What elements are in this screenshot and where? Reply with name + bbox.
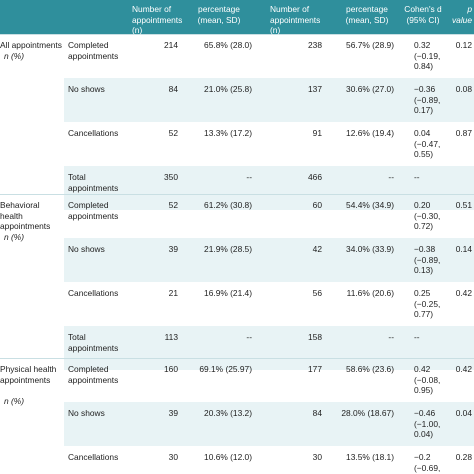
cell-appointment-type: Total appointments bbox=[68, 172, 119, 193]
group-label: Physical health appointments bbox=[0, 364, 57, 385]
header-col-p: p value bbox=[451, 4, 472, 25]
group-label-unit: n (%) bbox=[4, 231, 25, 242]
cell-cohens-d: 0.32 (−0.19, 0.84) bbox=[414, 40, 441, 71]
cell-n-group2: 466 bbox=[308, 172, 322, 182]
cell-pct-group1: 61.2% (30.8) bbox=[204, 200, 252, 210]
group-label: All appointments bbox=[0, 40, 62, 50]
cell-pct-group2: 13.5% (18.1) bbox=[346, 452, 394, 462]
cell-cohens-d: 0.20 (−0.30, 0.72) bbox=[414, 200, 441, 231]
cell-n-group1: 52 bbox=[168, 128, 178, 138]
cell-n-group1: 52 bbox=[168, 200, 178, 210]
cell-cohens-d: -- bbox=[414, 172, 420, 182]
header-col-n2: Number of appointments (n) bbox=[270, 4, 321, 35]
cell-pct-group1: 69.1% (25.97) bbox=[199, 364, 252, 374]
cell-pct-group1: -- bbox=[246, 172, 252, 182]
cell-pct-group1: -- bbox=[246, 332, 252, 342]
table-header bbox=[0, 0, 474, 34]
cell-cohens-d: −0.36 (−0.89, 0.17) bbox=[414, 84, 441, 115]
cell-p-value: 0.42 bbox=[455, 364, 472, 374]
cell-appointment-type: Cancellations bbox=[68, 128, 119, 138]
cell-pct-group2: 11.6% (20.6) bbox=[346, 288, 394, 298]
cell-cohens-d: −0.46 (−1.00, 0.04) bbox=[414, 408, 441, 439]
group-divider bbox=[0, 194, 474, 195]
cell-cohens-d: −0.2 (−0.69, bbox=[414, 452, 441, 473]
header-col-d: Cohen's d (95% CI) bbox=[404, 4, 442, 25]
cell-appointment-type: No shows bbox=[68, 84, 105, 94]
cell-cohens-d: 0.25 (−0.25, 0.77) bbox=[414, 288, 441, 319]
cell-p-value: 0.14 bbox=[455, 244, 472, 254]
row-stripe bbox=[64, 402, 474, 446]
cell-p-value: 0.04 bbox=[455, 408, 472, 418]
cell-n-group1: 350 bbox=[164, 172, 178, 182]
cell-pct-group1: 13.3% (17.2) bbox=[204, 128, 252, 138]
cell-pct-group2: 58.6% (23.6) bbox=[346, 364, 394, 374]
header-col-pct1: percentage (mean, SD) bbox=[197, 4, 241, 25]
cell-n-group2: 56 bbox=[312, 288, 322, 298]
header-col-n1: Number of appointments (n) bbox=[132, 4, 183, 35]
cell-cohens-d: 0.42 (−0.08, 0.95) bbox=[414, 364, 441, 395]
cell-n-group2: 137 bbox=[308, 84, 322, 94]
cell-cohens-d: -- bbox=[414, 332, 420, 342]
cell-n-group2: 42 bbox=[312, 244, 322, 254]
cell-n-group1: 39 bbox=[168, 244, 178, 254]
cell-appointment-type: Completed appointments bbox=[68, 200, 119, 221]
cell-n-group2: 238 bbox=[308, 40, 322, 50]
cell-pct-group2: 34.0% (33.9) bbox=[346, 244, 394, 254]
cell-p-value: 0.51 bbox=[455, 200, 472, 210]
header-col-pct2: percentage (mean, SD) bbox=[345, 4, 389, 25]
cell-appointment-type: Completed appointments bbox=[68, 364, 119, 385]
cell-pct-group1: 16.9% (21.4) bbox=[204, 288, 252, 298]
cell-n-group1: 84 bbox=[168, 84, 178, 94]
row-stripe bbox=[64, 326, 474, 370]
row-stripe bbox=[64, 166, 474, 210]
cell-p-value: 0.87 bbox=[455, 128, 472, 138]
cell-n-group1: 39 bbox=[168, 408, 178, 418]
group-label-unit: n (%) bbox=[4, 395, 25, 406]
cell-appointment-type: No shows bbox=[68, 244, 105, 254]
cell-n-group2: 84 bbox=[312, 408, 322, 418]
cell-n-group1: 21 bbox=[168, 288, 178, 298]
cell-n-group2: 30 bbox=[312, 452, 322, 462]
row-stripe bbox=[64, 78, 474, 122]
cell-pct-group1: 10.6% (12.0) bbox=[204, 452, 252, 462]
cell-pct-group1: 20.3% (13.2) bbox=[204, 408, 252, 418]
cell-p-value: 0.28 bbox=[455, 452, 472, 462]
cell-appointment-type: Completed appointments bbox=[68, 40, 119, 61]
cell-cohens-d: 0.04 (−0.47, 0.55) bbox=[414, 128, 441, 159]
cell-n-group2: 91 bbox=[312, 128, 322, 138]
cell-appointment-type: Cancellations bbox=[68, 452, 119, 462]
cell-pct-group2: 12.6% (19.4) bbox=[346, 128, 394, 138]
cell-pct-group2: 54.4% (34.9) bbox=[346, 200, 394, 210]
cell-pct-group1: 21.9% (28.5) bbox=[204, 244, 252, 254]
cell-n-group2: 177 bbox=[308, 364, 322, 374]
cell-appointment-type: No shows bbox=[68, 408, 105, 418]
group-divider bbox=[0, 358, 474, 359]
cell-n-group1: 160 bbox=[164, 364, 178, 374]
cell-n-group1: 214 bbox=[164, 40, 178, 50]
cell-n-group1: 113 bbox=[164, 332, 178, 342]
cell-pct-group1: 21.0% (25.8) bbox=[204, 84, 252, 94]
cell-n-group1: 30 bbox=[168, 452, 178, 462]
cell-p-value: 0.08 bbox=[455, 84, 472, 94]
group-label: Behavioral health appointments bbox=[0, 200, 51, 231]
group-divider bbox=[0, 34, 474, 35]
cell-pct-group2: -- bbox=[388, 172, 394, 182]
cell-appointment-type: Cancellations bbox=[68, 288, 119, 298]
cell-pct-group2: 30.6% (27.0) bbox=[346, 84, 394, 94]
cell-n-group2: 60 bbox=[312, 200, 322, 210]
cell-pct-group1: 65.8% (28.0) bbox=[204, 40, 252, 50]
cell-pct-group2: 56.7% (28.9) bbox=[346, 40, 394, 50]
cell-p-value: 0.12 bbox=[455, 40, 472, 50]
cell-p-value: 0.42 bbox=[455, 288, 472, 298]
row-stripe bbox=[64, 238, 474, 282]
cell-n-group2: 158 bbox=[308, 332, 322, 342]
cell-pct-group2: 28.0% (18.67) bbox=[341, 408, 394, 418]
group-label-unit: n (%) bbox=[4, 50, 25, 61]
cell-pct-group2: -- bbox=[388, 332, 394, 342]
cell-appointment-type: Total appointments bbox=[68, 332, 119, 353]
cell-cohens-d: −0.38 (−0.89, 0.13) bbox=[414, 244, 441, 275]
